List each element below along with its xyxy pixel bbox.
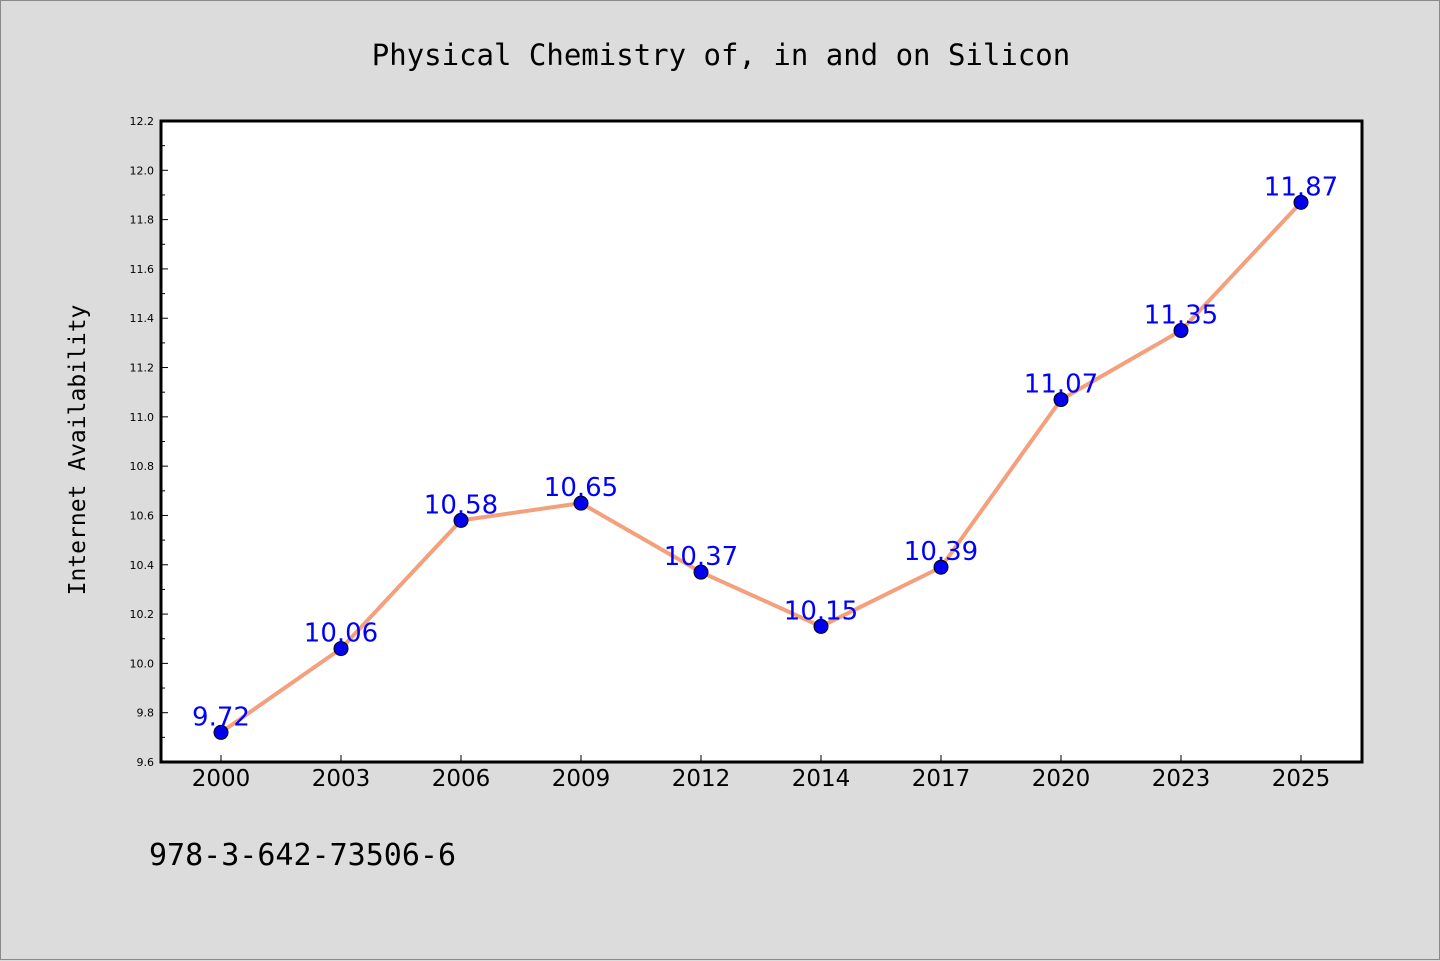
data-point [813,618,829,634]
y-axis-label: Internet Availability [65,305,91,596]
y-tick-label: 11.8 [130,214,155,227]
series-line [219,200,1303,735]
y-tick-label: 9.6 [137,756,155,769]
data-label: 11.87 [1264,172,1338,202]
x-tick-label: 2017 [912,766,971,792]
y-tick-label: 10.4 [130,559,155,572]
y-tick-label: 11.0 [130,411,155,424]
chart-title: Physical Chemistry of, in and on Silicon [372,38,1070,72]
y-tick-label: 11.4 [130,312,155,325]
data-point [213,724,229,740]
data-point [453,512,469,528]
data-labels: 9.72 10.06 10.58 10.65 10.37 10.15 10.39 11.07 1… [192,172,1338,732]
x-tick-label: 2009 [552,766,611,792]
data-point [933,559,949,575]
y-tick-label: 11.2 [130,362,155,375]
y-tick-label: 12.0 [130,164,155,177]
data-label: 10.15 [784,596,858,626]
x-tick-label: 2025 [1272,766,1331,792]
x-tick-label: 2023 [1152,766,1211,792]
data-point [1293,194,1309,210]
y-tick-label: 12.2 [130,115,155,128]
data-point [333,641,349,657]
data-label: 10.65 [544,473,618,503]
x-tick-label: 2003 [312,766,371,792]
data-point [1053,392,1069,408]
plot-border [159,119,1364,764]
y-tick-label: 9.8 [137,707,155,720]
data-label: 11.35 [1144,301,1218,331]
y-tick-label: 10.0 [130,657,155,670]
data-point [693,564,709,580]
data-point [573,495,589,511]
y-tick-label: 10.8 [130,460,155,473]
x-tick-label: 2006 [432,766,491,792]
y-tick-label: 10.2 [130,608,155,621]
data-label: 10.58 [424,490,498,520]
data-label: 10.37 [664,542,738,572]
footnote-text: 978-3-642-73506-6 [149,838,456,873]
data-label: 10.39 [904,537,978,567]
x-axis: 2000 2003 2006 2009 2012 2014 2017 2020 2023 2025 [192,755,1331,792]
x-tick-label: 2020 [1032,766,1091,792]
x-tick-label: 2014 [792,766,851,792]
y-tick-label: 10.6 [130,509,155,522]
data-label: 10.06 [304,619,378,649]
y-tick-label: 11.6 [130,263,155,276]
data-label: 11.07 [1024,370,1098,400]
y-axis: 9.6 9.8 10.0 10.2 10.4 10.6 10.8 11.0 11.2 11.4 11… [130,115,168,769]
x-tick-label: 2000 [192,766,251,792]
data-label: 9.72 [192,702,250,732]
data-point [1173,323,1189,339]
plot-area [161,121,1362,762]
series-layer [213,194,1309,740]
x-tick-label: 2012 [672,766,731,792]
